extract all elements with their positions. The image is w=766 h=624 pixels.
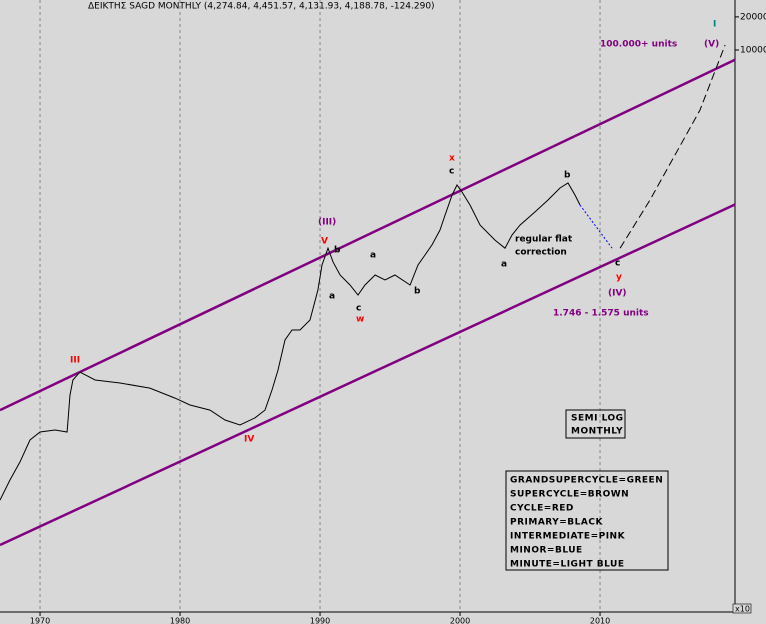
wave-label: c <box>449 167 454 177</box>
wave-label: 100.000+ units <box>600 40 677 50</box>
wave-label: I <box>713 20 716 30</box>
price-line <box>619 44 726 249</box>
wave-label: (V) <box>704 40 719 50</box>
plot-area <box>0 0 736 612</box>
wave-label: regular flat <box>515 235 573 245</box>
price-line <box>0 182 581 501</box>
x-tick-label: 2010 <box>590 617 610 624</box>
chart-title: ΔΕΙΚΤΗΣ SAGD MONTHLY (4,274.84, 4,451.57… <box>88 2 435 12</box>
y-tick-label: 20000 <box>740 12 766 22</box>
wave-label: a <box>370 251 376 261</box>
color-key-line: CYCLE=RED <box>510 504 574 514</box>
wave-label: 1.746 - 1.575 units <box>553 309 649 319</box>
x-tick-label: 1970 <box>30 617 50 624</box>
wave-label: w <box>356 315 364 325</box>
color-key-line: SUPERCYCLE=BROWN <box>510 490 629 500</box>
wave-label: a <box>501 260 507 270</box>
y-tick-label: 10000 <box>740 46 766 56</box>
wave-label: (III) <box>318 218 336 228</box>
channel-line <box>0 203 736 547</box>
color-key-line: INTERMEDIATE=PINK <box>510 532 626 542</box>
wave-label: c <box>356 304 361 314</box>
scale-box-line: SEMI LOG <box>571 414 624 424</box>
color-key-line: PRIMARY=BLACK <box>510 518 603 528</box>
wave-label: a <box>329 292 335 302</box>
axis-multiplier: x10 <box>735 605 750 614</box>
wave-label: V <box>321 237 328 247</box>
color-key-line: GRANDSUPERCYCLE=GREEN <box>510 476 663 486</box>
wave-label: IV <box>244 435 254 445</box>
wave-label: (IV) <box>608 289 627 299</box>
multiplier-box <box>732 603 752 614</box>
price-line <box>579 204 613 249</box>
color-key-frame <box>505 470 669 571</box>
scale-box-frame <box>565 409 626 439</box>
color-key-line: MINOR=BLUE <box>510 546 583 556</box>
wave-label: b <box>334 246 341 256</box>
color-key: GRANDSUPERCYCLE=GREEN SUPERCYCLE=BROWN CYC… <box>505 470 669 571</box>
scale-box: SEMI LOG MONTHLY <box>565 409 626 439</box>
x-tick-label: 1980 <box>170 617 190 624</box>
wave-label: y <box>616 273 622 283</box>
wave-label: correction <box>515 248 567 258</box>
wave-label: c <box>615 259 620 269</box>
channel-line <box>0 58 736 412</box>
x-tick-label: 2000 <box>450 617 470 624</box>
wave-label: x <box>449 154 455 164</box>
x-tick-label: 1990 <box>310 617 330 624</box>
color-key-line: MINUTE=LIGHT BLUE <box>510 560 624 570</box>
scale-box-line: MONTHLY <box>571 427 623 437</box>
wave-label: III <box>70 356 80 366</box>
wave-label: b <box>414 287 421 297</box>
wave-label: b <box>564 171 571 181</box>
